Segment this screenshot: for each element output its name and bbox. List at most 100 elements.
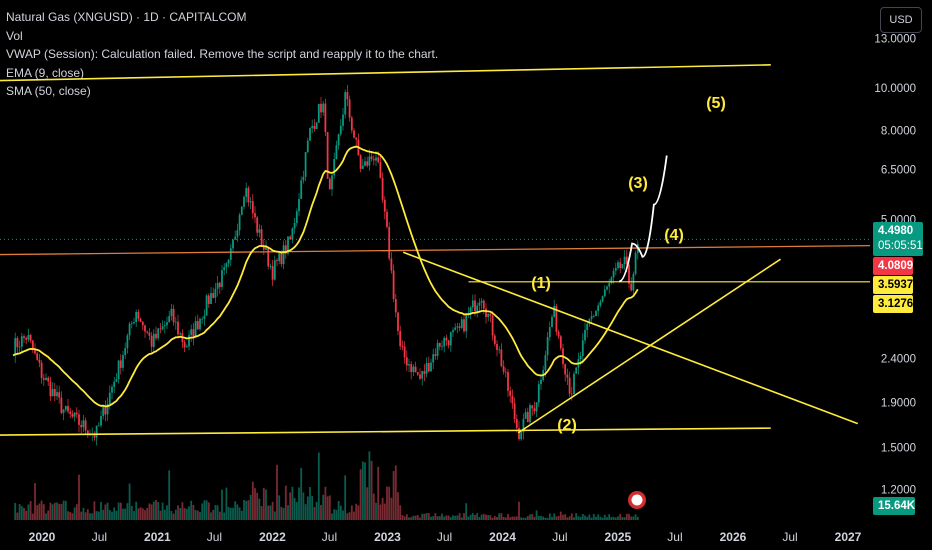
candle-body (361, 165, 364, 169)
volume-bar (234, 501, 237, 520)
candle-body (119, 360, 122, 368)
volume-bar (159, 510, 162, 520)
candle-body (71, 413, 74, 417)
candle-body (474, 300, 476, 312)
volume-bar (119, 502, 122, 520)
candle-body (271, 265, 274, 280)
currency-button[interactable]: USD (880, 7, 922, 33)
candle-body (289, 236, 292, 240)
volume-bar (113, 507, 116, 520)
candle-body (317, 103, 320, 123)
volume-bar (566, 517, 569, 520)
volume-bar (278, 495, 281, 520)
volume-bar (53, 502, 56, 520)
candle-body (309, 128, 311, 141)
countdown-value: 05:05:51 (878, 240, 923, 252)
candle-body (190, 329, 193, 336)
legend-symbol[interactable]: Natural Gas (XNGUSD) · 1D · CAPITALCOM (6, 10, 247, 24)
volume-bar (601, 517, 604, 520)
candle-body (546, 337, 549, 356)
candle-body (535, 402, 538, 412)
candle-body (256, 217, 259, 233)
volume-bar (137, 508, 140, 520)
volume-bar (58, 503, 61, 520)
candle-body (229, 248, 232, 260)
volume-bar (342, 510, 344, 520)
candle-body (64, 406, 67, 410)
volume-bar (236, 504, 239, 520)
time-axis[interactable]: 2020 Jul 2021 Jul 2022 Jul 2023 Jul 2024 Jul 2025 J… (0, 491, 932, 550)
candle-body (573, 373, 575, 394)
volume-bar (133, 511, 135, 520)
volume-bar (328, 495, 331, 520)
candle-body (128, 323, 131, 336)
volume-bar (346, 513, 349, 520)
volume-bar (227, 506, 230, 520)
level-badge-2: 3.1276 (873, 295, 914, 313)
candle-body (403, 346, 406, 358)
legend-vwap[interactable]: VWAP (Session): Calculation failed. Remo… (6, 47, 439, 61)
volume-bar (474, 514, 476, 520)
time-tick-label: 2027 (835, 530, 862, 544)
candle-body (14, 338, 17, 356)
legend-vol[interactable]: Vol (6, 28, 23, 43)
wave-label-3: (3) (628, 175, 648, 192)
volume-bar (42, 504, 45, 520)
volume-bar (194, 509, 197, 520)
volume-bar (513, 516, 516, 520)
volume-bar (542, 516, 545, 520)
volume-bar (331, 513, 333, 520)
candle-body (172, 308, 175, 323)
volume-bar (535, 510, 538, 520)
wave-labels: (1) (2) (3) (4) (5) (531, 95, 726, 434)
volume-bar (75, 504, 78, 520)
volume-bar (258, 498, 261, 520)
volume-bar (636, 516, 639, 520)
legend-ema[interactable]: EMA (9, close) (6, 65, 85, 80)
volume-bar (216, 505, 219, 520)
candle-body (603, 289, 606, 297)
candle-body (390, 258, 393, 271)
volume-bar (581, 513, 584, 520)
candle-body (265, 247, 267, 250)
flag-icon (628, 491, 646, 509)
volume-bar (480, 514, 483, 520)
candle-body (161, 326, 164, 330)
candle-body (555, 305, 558, 332)
volume-bar (443, 516, 446, 520)
volume-bar (491, 517, 494, 520)
volume-bar (122, 508, 124, 520)
candle-body (212, 293, 215, 298)
candle-body (320, 103, 322, 113)
legend-sma[interactable]: SMA (50, close) (6, 84, 91, 98)
volume-bar (511, 516, 514, 520)
candle-body (276, 260, 278, 262)
candle-body (23, 336, 25, 338)
candle-body (238, 214, 241, 231)
volume-bar (155, 500, 157, 520)
candle-body (148, 332, 151, 336)
volume-bar (430, 516, 432, 520)
volume-bar (570, 513, 573, 520)
candle-body (249, 201, 252, 203)
volume-bar (47, 510, 50, 520)
time-tick-label: 2025 (605, 530, 632, 544)
last-price-value: 4.4980 (878, 225, 914, 237)
candle-body (69, 411, 72, 414)
volume-bar (117, 502, 120, 520)
volume-bar (463, 513, 465, 520)
wave-label-2: (2) (557, 417, 577, 434)
candle-body (480, 300, 483, 303)
volume-bar (500, 513, 503, 520)
volume-bar (471, 513, 474, 520)
volume-bar (498, 513, 501, 520)
candle-body (430, 362, 432, 372)
volume-bar (564, 514, 567, 520)
time-tick-label: 2024 (489, 530, 516, 544)
volume-bar (80, 511, 83, 520)
candle-body (284, 245, 287, 254)
orange-resistance-line (0, 245, 871, 256)
volume-bar (223, 512, 226, 520)
volume-bar (93, 501, 96, 520)
volume-bar (577, 516, 580, 520)
